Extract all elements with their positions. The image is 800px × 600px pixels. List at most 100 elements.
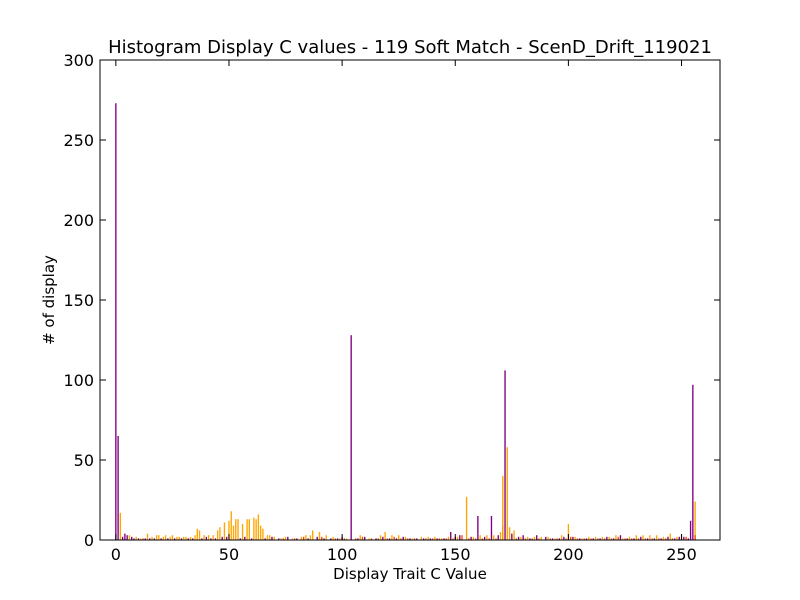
histogram-bar: [409, 538, 411, 540]
histogram-bar: [563, 536, 565, 540]
histogram-bar: [137, 538, 140, 540]
histogram-bar: [162, 536, 165, 540]
histogram-bar: [479, 535, 481, 540]
histogram-bar: [626, 538, 628, 540]
ticks-group: 0 50 100 150 200 250 0 50 100 150 200 250 300: [63, 51, 720, 564]
histogram-bar: [404, 536, 407, 540]
histogram-bar: [153, 538, 155, 540]
histogram-bar: [357, 538, 359, 540]
histogram-bar: [350, 335, 352, 540]
histogram-bar: [470, 536, 472, 540]
histogram-bar: [662, 536, 665, 540]
histogram-bar: [293, 538, 296, 540]
histogram-bar: [216, 530, 219, 540]
x-tick-label: 50: [219, 545, 239, 564]
histogram-bar: [402, 536, 404, 540]
histogram-bar: [266, 535, 269, 540]
histogram-bar: [606, 536, 608, 540]
x-tick-label: 150: [440, 545, 471, 564]
histogram-bar: [533, 536, 536, 540]
histogram-bar: [497, 535, 499, 540]
histogram-bar: [511, 533, 513, 540]
histogram-bar: [431, 538, 434, 540]
histogram-bar: [554, 538, 556, 540]
histogram-bar: [203, 535, 205, 540]
histogram-bar: [321, 536, 323, 540]
histogram-bar: [246, 519, 248, 540]
histogram-bar: [520, 536, 522, 540]
histogram-bar: [658, 538, 660, 540]
histogram-bar: [361, 536, 364, 540]
histogram-bar: [531, 538, 533, 540]
histogram-bar: [560, 535, 563, 540]
histogram-bar: [619, 535, 622, 540]
histogram-bar: [499, 532, 502, 540]
y-tick-label: 200: [63, 211, 94, 230]
histogram-bar: [282, 538, 284, 540]
histogram-bar: [547, 536, 549, 540]
histogram-bar: [178, 536, 180, 540]
histogram-bar: [169, 536, 171, 540]
histogram-bar: [450, 532, 452, 540]
histogram-bar: [151, 536, 153, 540]
histogram-bar: [653, 538, 656, 540]
histogram-bar: [212, 535, 214, 540]
histogram-bar: [671, 538, 674, 540]
histogram-bar: [318, 532, 321, 540]
histogram-bar: [474, 538, 477, 540]
histogram-bar: [493, 535, 495, 540]
histogram-bar: [694, 535, 696, 540]
y-tick-label: 250: [63, 131, 94, 150]
histogram-bar: [207, 535, 210, 540]
y-tick-label: 0: [84, 531, 94, 550]
histogram-bar: [196, 528, 198, 540]
histogram-bar: [502, 476, 504, 540]
histogram-bar: [312, 530, 314, 540]
histogram-bar: [214, 538, 217, 540]
histogram-bar: [230, 511, 232, 540]
x-axis-title: Display Trait C Value: [333, 565, 487, 583]
histogram-bar: [649, 535, 651, 540]
histogram-bar: [269, 535, 271, 540]
histogram-bar: [529, 538, 531, 540]
histogram-bar: [447, 536, 450, 540]
histogram-bar: [393, 536, 395, 540]
histogram-bar: [336, 538, 339, 540]
histogram-bar: [486, 535, 488, 540]
histogram-bar: [189, 536, 192, 540]
histogram-bar: [164, 535, 167, 540]
histogram-bar: [477, 516, 479, 540]
histogram-bar: [253, 517, 255, 540]
histogram-bar: [176, 536, 178, 540]
histogram-bar: [128, 535, 131, 540]
histogram-bar: [248, 519, 251, 540]
bars-group: [115, 103, 696, 540]
histogram-bar: [456, 536, 459, 540]
histogram-bar: [244, 536, 246, 540]
histogram-bar: [278, 538, 280, 540]
histogram-bar: [490, 516, 493, 540]
histogram-bar: [305, 535, 307, 540]
histogram-bar: [307, 538, 309, 540]
histogram-bar: [388, 538, 391, 540]
histogram-bar: [300, 536, 303, 540]
histogram-bar: [436, 538, 438, 540]
histogram-bar: [158, 535, 160, 540]
histogram-bar: [574, 536, 576, 540]
histogram-bar: [515, 538, 518, 540]
histogram-bar: [676, 536, 678, 540]
histogram-bar: [142, 538, 144, 540]
histogram-bar: [465, 496, 468, 540]
histogram-bar: [674, 538, 676, 540]
histogram-bar: [355, 538, 357, 540]
histogram-bar: [631, 538, 633, 540]
histogram-bar: [194, 535, 196, 540]
histogram-bar: [628, 536, 631, 540]
histogram-bar: [635, 535, 637, 540]
histogram-bar: [296, 538, 298, 540]
histogram-bar: [622, 538, 624, 540]
histogram-bar: [183, 536, 185, 540]
plot-frame: [99, 59, 721, 541]
histogram-bar: [271, 536, 273, 540]
